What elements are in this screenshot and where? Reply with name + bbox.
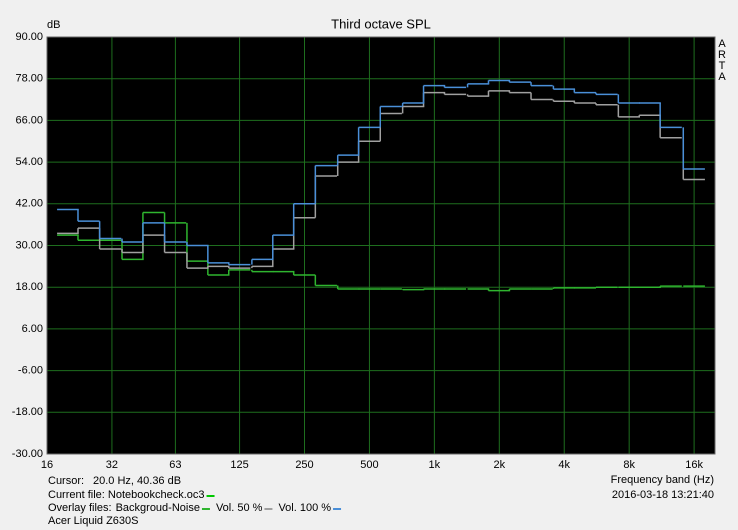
x-tick-label: 16 — [41, 459, 53, 471]
x-tick-label: 1k — [429, 459, 441, 471]
x-tick-label: 63 — [169, 459, 181, 471]
x-tick-label: 4k — [558, 459, 570, 471]
x-tick-label: 125 — [230, 459, 248, 471]
x-axis-label: Frequency band (Hz) — [611, 474, 714, 486]
cursor-label: Cursor: — [48, 475, 84, 487]
y-tick-label: 66.00 — [15, 114, 43, 126]
x-tick-label: 8k — [623, 459, 635, 471]
y-tick-label: -18.00 — [12, 406, 43, 418]
y-tick-label: 30.00 — [15, 239, 43, 251]
x-tick-label: 2k — [493, 459, 505, 471]
y-tick-label: -30.00 — [12, 448, 43, 460]
overlay-label: Overlay files: — [48, 502, 112, 514]
watermark-letter: A — [718, 38, 726, 50]
watermark-letter: A — [718, 71, 726, 83]
cursor-value: 20.0 Hz, 40.36 dB — [93, 475, 181, 487]
y-axis-label: dB — [47, 19, 60, 31]
y-tick-label: 90.00 — [15, 31, 43, 43]
device-name: Acer Liquid Z630S — [48, 515, 139, 527]
legend-label: Vol. 100 % — [278, 502, 331, 514]
y-tick-label: 18.00 — [15, 281, 43, 293]
timestamp: 2016-03-18 13:21:40 — [612, 489, 714, 501]
y-tick-label: 6.00 — [22, 323, 43, 335]
x-tick-label: 500 — [360, 459, 378, 471]
x-tick-label: 16k — [685, 459, 703, 471]
current-file: Current file: Notebookcheck.oc3 — [48, 489, 205, 501]
y-tick-label: -6.00 — [18, 365, 43, 377]
y-tick-label: 42.00 — [15, 198, 43, 210]
legend-label: Vol. 50 % — [216, 502, 263, 514]
watermark-letter: T — [719, 60, 726, 72]
y-tick-label: 78.00 — [15, 73, 43, 85]
legend-label: Backgroud-Noise — [116, 502, 200, 514]
watermark-letter: R — [718, 49, 726, 61]
y-tick-label: 54.00 — [15, 156, 43, 168]
plot-border — [46, 36, 716, 455]
x-tick-label: 32 — [106, 459, 118, 471]
chart-title: Third octave SPL — [331, 16, 431, 31]
x-tick-label: 250 — [295, 459, 313, 471]
